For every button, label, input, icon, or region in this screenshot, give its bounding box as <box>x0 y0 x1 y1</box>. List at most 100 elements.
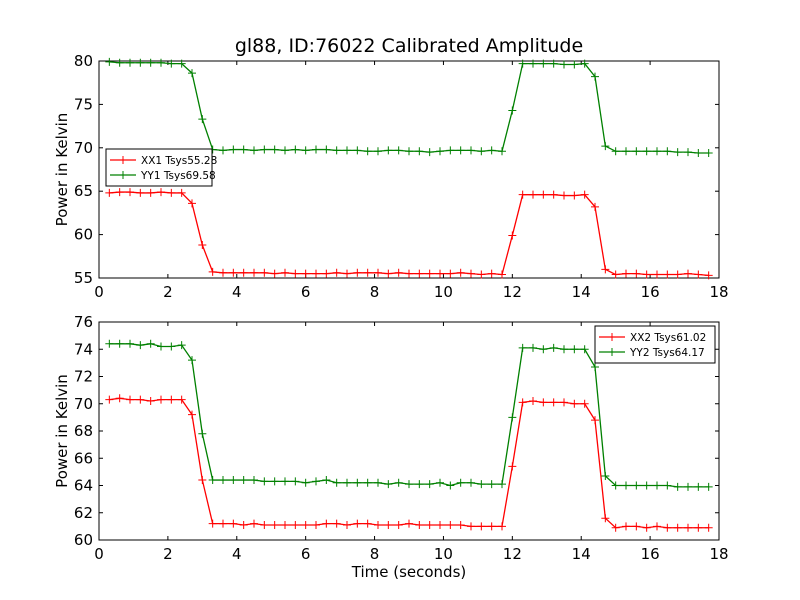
x-tick-label: 0 <box>94 545 104 563</box>
data-point-marker <box>281 477 289 486</box>
data-point-marker <box>549 343 558 352</box>
data-point-marker <box>167 395 176 404</box>
data-point-marker <box>508 106 517 115</box>
data-point-marker <box>229 519 238 528</box>
legend-swatch-marker <box>608 333 616 341</box>
data-point-marker <box>332 478 341 487</box>
data-point-marker <box>374 268 382 277</box>
data-point-marker <box>508 413 517 422</box>
data-point-marker <box>229 476 238 485</box>
data-point-marker <box>539 190 548 199</box>
data-point-marker <box>436 269 444 278</box>
x-tick-label: 4 <box>232 545 242 563</box>
data-point-marker <box>260 521 269 530</box>
data-point-marker <box>467 522 475 531</box>
data-point-marker <box>384 480 393 489</box>
data-point-marker <box>343 478 351 487</box>
data-point-marker <box>198 429 207 438</box>
data-point-marker <box>653 481 661 490</box>
data-point-marker <box>642 481 651 490</box>
data-point-marker <box>157 395 165 404</box>
data-point-marker <box>115 394 124 403</box>
data-point-marker <box>239 268 248 277</box>
data-point-marker <box>332 268 341 277</box>
data-point-marker <box>239 476 248 485</box>
data-point-marker <box>301 478 310 487</box>
data-point-marker <box>456 268 465 277</box>
data-point-marker <box>642 147 651 156</box>
data-point-marker <box>374 478 382 487</box>
data-point-marker <box>653 522 661 531</box>
data-point-marker <box>281 146 289 155</box>
data-point-marker <box>146 58 155 67</box>
data-point-marker <box>343 521 351 530</box>
data-point-marker <box>673 523 682 532</box>
data-point-marker <box>260 145 269 154</box>
data-point-marker <box>529 343 537 352</box>
data-point-marker <box>239 145 248 154</box>
top-panel: 0 2 4 6 8 10 12 14 16 18 55 60 65 70 75 80 Power in Kelv… <box>53 52 729 301</box>
data-point-marker <box>456 521 465 530</box>
data-point-marker <box>663 147 672 156</box>
data-point-marker <box>167 59 176 68</box>
data-point-marker <box>353 268 362 277</box>
data-point-marker <box>415 269 424 278</box>
data-point-marker <box>622 522 630 531</box>
data-point-marker <box>694 270 703 279</box>
data-point-marker <box>270 145 279 154</box>
legend-entry-label: XX1 Tsys55.28 <box>141 155 217 167</box>
x-tick-label: 12 <box>503 283 522 301</box>
data-point-marker <box>188 69 196 78</box>
data-point-marker <box>115 58 124 67</box>
data-point-marker <box>229 145 238 154</box>
data-point-marker <box>291 145 300 154</box>
y-axis-label: Power in Kelvin <box>53 113 71 227</box>
data-point-marker <box>529 397 537 406</box>
data-point-marker <box>322 476 331 485</box>
data-point-marker <box>549 398 558 407</box>
data-point-marker <box>570 60 579 69</box>
data-point-marker <box>487 269 496 278</box>
x-tick-label: 14 <box>572 283 591 301</box>
data-point-marker <box>281 521 289 530</box>
data-point-marker <box>549 190 558 199</box>
data-point-marker <box>157 188 165 197</box>
data-point-marker <box>105 395 114 404</box>
data-point-marker <box>704 271 713 280</box>
data-point-marker <box>198 115 207 124</box>
data-point-marker <box>425 269 434 278</box>
data-point-marker <box>177 188 186 197</box>
data-point-marker <box>487 146 496 155</box>
data-point-marker <box>539 398 548 407</box>
data-point-marker <box>394 146 403 155</box>
data-point-marker <box>353 146 362 155</box>
data-point-marker <box>105 188 114 197</box>
data-point-marker <box>415 147 424 156</box>
y-tick-label: 76 <box>74 313 93 331</box>
chart-title: gl88, ID:76022 Calibrated Amplitude <box>235 35 583 57</box>
data-point-marker <box>301 269 310 278</box>
x-tick-label: 16 <box>641 545 660 563</box>
data-point-marker <box>436 478 444 487</box>
data-point-marker <box>291 477 300 486</box>
data-point-marker <box>694 482 703 491</box>
data-point-marker <box>570 399 579 408</box>
x-axis-label: Time (seconds) <box>351 563 467 581</box>
data-point-marker <box>115 339 124 348</box>
data-point-marker <box>518 59 527 68</box>
data-point-marker <box>146 397 155 406</box>
data-point-marker <box>580 345 589 354</box>
data-point-marker <box>518 343 527 352</box>
legend-swatch-marker <box>608 348 616 356</box>
x-tick-label: 10 <box>434 545 453 563</box>
data-point-marker <box>343 269 351 278</box>
data-point-marker <box>198 476 207 485</box>
data-point-marker <box>560 345 568 354</box>
data-point-marker <box>518 398 527 407</box>
y-tick-label: 70 <box>74 139 93 157</box>
data-point-marker <box>157 58 165 67</box>
data-point-marker <box>456 146 465 155</box>
data-point-marker <box>694 523 703 532</box>
data-point-marker <box>663 481 672 490</box>
data-point-marker <box>405 269 413 278</box>
